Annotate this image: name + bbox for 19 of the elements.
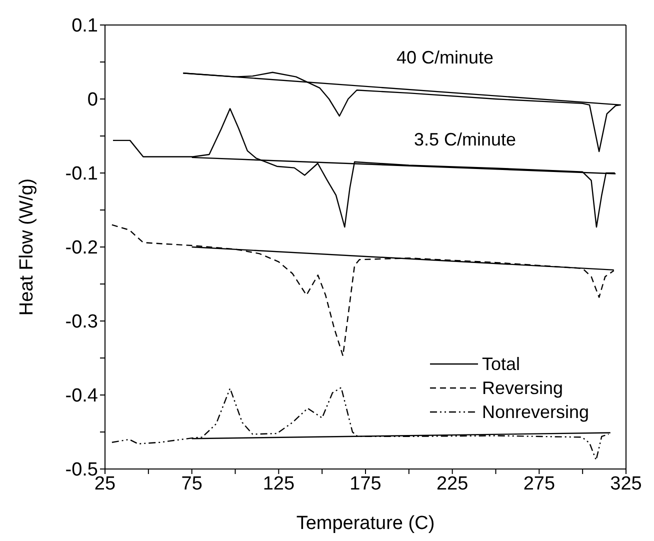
x-axis-title: Temperature (C) — [296, 513, 435, 534]
legend-label: Nonreversing — [482, 402, 590, 422]
x-tick-label: 175 — [350, 473, 382, 494]
y-tick-label: -0.4 — [65, 386, 98, 407]
x-tick-label: 75 — [181, 473, 202, 494]
y-tick-label: 0.1 — [72, 16, 98, 37]
x-tick-label: 325 — [610, 473, 642, 494]
annotation: 3.5 C/minute — [414, 130, 516, 150]
legend-label: Total — [482, 354, 520, 374]
x-tick-label: 125 — [262, 473, 295, 494]
legend-label: Reversing — [482, 378, 564, 398]
x-tick-label: 225 — [436, 473, 468, 494]
y-tick-label: -0.2 — [65, 238, 98, 259]
y-tick-label: -0.1 — [65, 164, 98, 185]
x-tick-label: 275 — [523, 473, 556, 494]
y-tick-label: -0.3 — [65, 312, 98, 333]
y-tick-label: 0 — [87, 90, 98, 111]
y-axis-title: Heat Flow (W/g) — [16, 178, 38, 316]
annotation: 40 C/minute — [396, 48, 494, 68]
